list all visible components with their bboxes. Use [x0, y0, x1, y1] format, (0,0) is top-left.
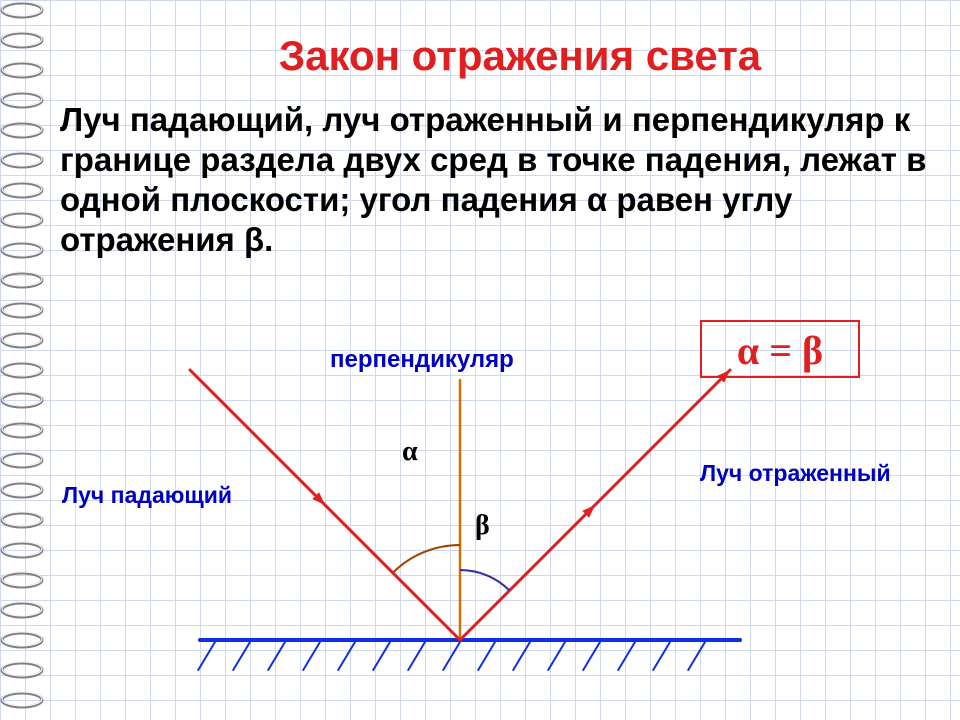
- reflection-diagram: [170, 360, 770, 680]
- law-statement: Луч падающий, луч отраженный и перпендик…: [60, 100, 930, 260]
- spiral-binding: [0, 0, 55, 720]
- slide-title: Закон отражения света: [120, 32, 920, 80]
